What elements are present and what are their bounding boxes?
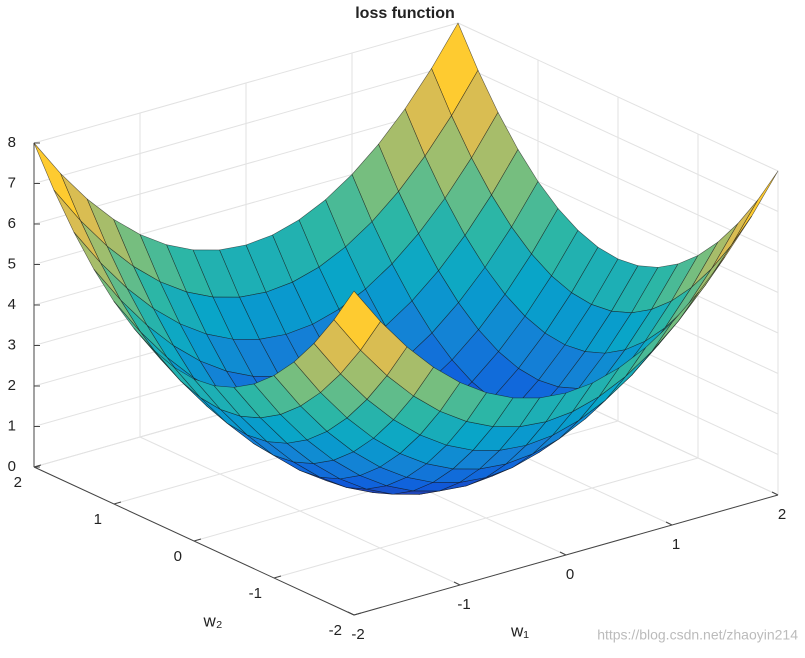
z-tick-label: 5 [8, 255, 16, 272]
x-axis-label: w₁ [510, 621, 529, 640]
y-axis-label: w₂ [203, 611, 223, 630]
z-tick-label: 8 [8, 134, 16, 151]
x-tick-label: -1 [457, 596, 470, 613]
y-tick-label: 1 [94, 511, 102, 528]
surface-patch [711, 199, 759, 270]
x-tick [559, 551, 567, 556]
z-tick-label: 0 [8, 458, 16, 475]
y-tick [353, 612, 362, 616]
x-tick-label: -2 [351, 626, 364, 643]
x-tick [347, 611, 355, 616]
x-tick-label: 1 [672, 536, 680, 553]
z-tick-label: 1 [8, 417, 16, 434]
y-tick-label: 0 [174, 548, 182, 565]
x-tick-label: 0 [566, 566, 574, 583]
watermark: https://blog.csdn.net/zhaoyin214 [597, 627, 798, 643]
z-tick-label: 7 [8, 174, 16, 191]
y-tick [33, 464, 42, 468]
y-tick-label: 2 [14, 474, 22, 491]
y-tick-label: -2 [329, 622, 342, 639]
z-tick-label: 6 [8, 215, 16, 232]
grid-line [273, 457, 699, 579]
z-tick-label: 3 [8, 336, 16, 353]
x-tick [453, 581, 461, 586]
x-tick [665, 521, 673, 526]
y-tick-label: -1 [249, 585, 262, 602]
y-tick [193, 538, 202, 542]
z-tick-label: 4 [8, 296, 16, 313]
y-tick [113, 501, 122, 505]
surface-patch [333, 290, 381, 351]
y-tick [273, 575, 282, 579]
x-tick-label: 2 [778, 506, 786, 523]
z-tick-label: 2 [8, 377, 16, 394]
x-tick [771, 491, 779, 496]
chart-title: loss function [355, 5, 455, 22]
